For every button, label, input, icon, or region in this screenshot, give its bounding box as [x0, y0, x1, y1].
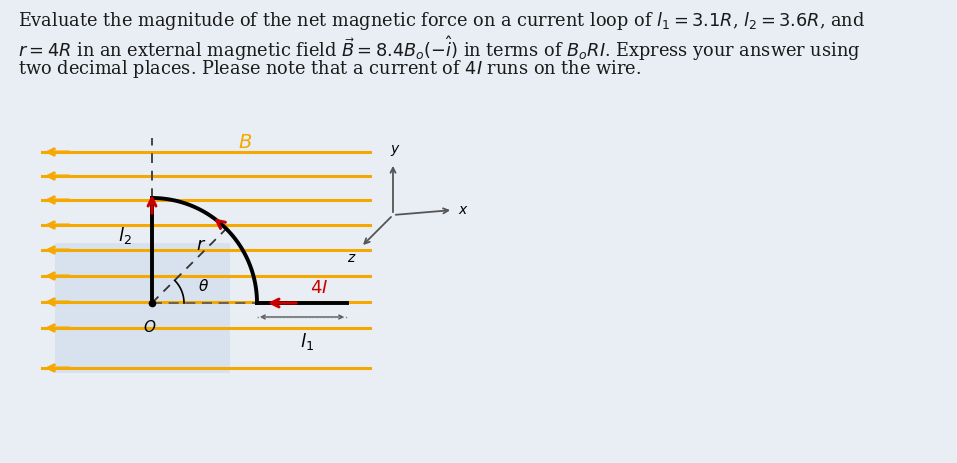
Text: $O$: $O$ — [144, 319, 157, 335]
Text: $\theta$: $\theta$ — [198, 278, 209, 294]
Text: $4I$: $4I$ — [310, 279, 328, 297]
Text: $r = 4R$ in an external magnetic field $\vec{B} = 8.4B_o(-\hat{i})$ in terms of : $r = 4R$ in an external magnetic field $… — [18, 34, 860, 63]
Text: $l_2$: $l_2$ — [119, 225, 132, 246]
Text: $l_1$: $l_1$ — [300, 331, 314, 352]
Text: $z$: $z$ — [347, 251, 357, 265]
Text: Evaluate the magnitude of the net magnetic force on a current loop of $l_1 = 3.1: Evaluate the magnitude of the net magnet… — [18, 10, 865, 32]
Text: $r$: $r$ — [196, 236, 207, 254]
Text: $x$: $x$ — [458, 203, 469, 217]
Text: two decimal places. Please note that a current of $4I$ runs on the wire.: two decimal places. Please note that a c… — [18, 58, 641, 80]
FancyBboxPatch shape — [55, 243, 230, 373]
Text: $B$: $B$ — [238, 133, 252, 152]
Text: $y$: $y$ — [389, 143, 400, 158]
